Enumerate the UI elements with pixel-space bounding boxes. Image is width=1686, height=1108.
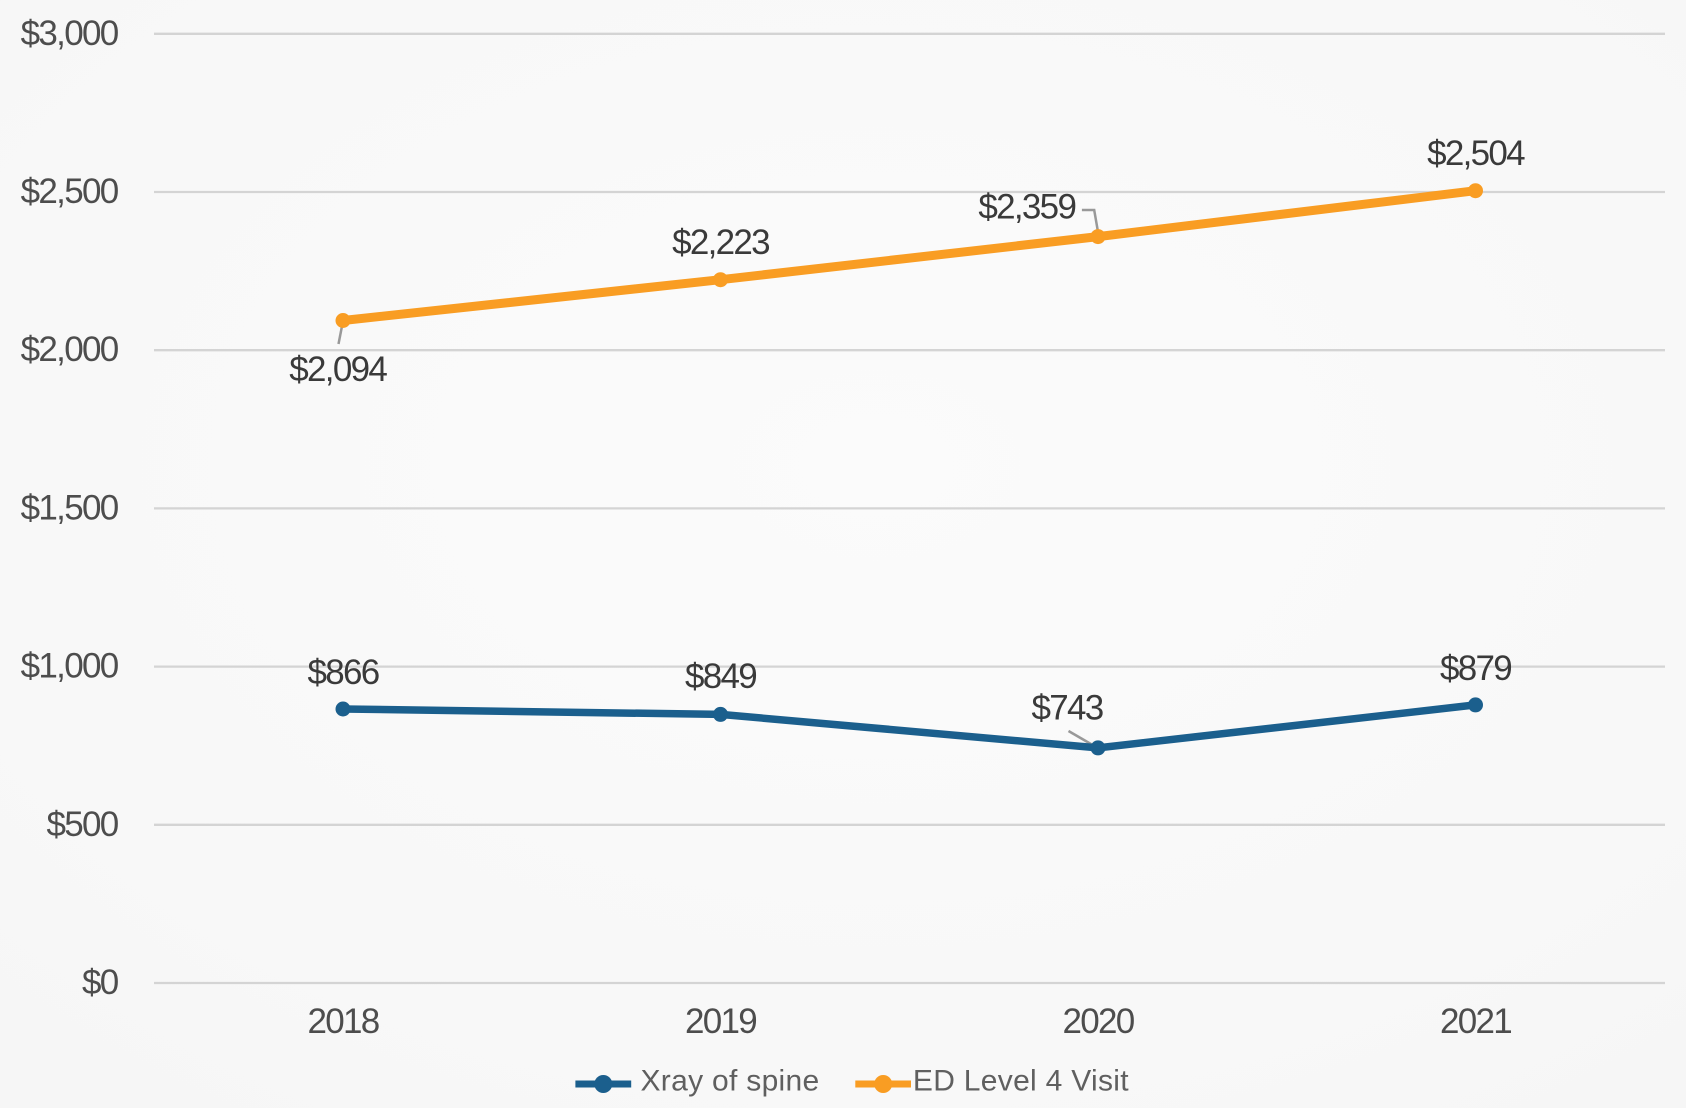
svg-text:2018: 2018 — [307, 1002, 378, 1041]
svg-text:2021: 2021 — [1440, 1002, 1511, 1041]
svg-text:$849: $849 — [685, 657, 756, 696]
svg-text:ED Level 4 Visit: ED Level 4 Visit — [913, 1065, 1129, 1098]
svg-text:$1,500: $1,500 — [21, 488, 119, 527]
svg-text:2020: 2020 — [1062, 1002, 1134, 1041]
svg-text:$2,359: $2,359 — [978, 188, 1075, 227]
svg-text:$3,000: $3,000 — [21, 14, 119, 53]
svg-text:Xray of spine: Xray of spine — [641, 1065, 820, 1098]
svg-text:$2,094: $2,094 — [289, 350, 387, 389]
svg-text:$2,223: $2,223 — [672, 223, 769, 262]
svg-text:$879: $879 — [1440, 649, 1511, 688]
svg-text:2019: 2019 — [685, 1002, 756, 1041]
svg-text:$2,500: $2,500 — [21, 172, 119, 211]
svg-text:$1,000: $1,000 — [21, 647, 119, 686]
svg-text:$500: $500 — [46, 805, 118, 844]
svg-text:$866: $866 — [307, 653, 378, 692]
svg-text:$2,000: $2,000 — [21, 330, 119, 369]
svg-text:$0: $0 — [82, 963, 119, 1002]
svg-text:$743: $743 — [1031, 689, 1102, 728]
svg-text:$2,504: $2,504 — [1427, 134, 1525, 173]
